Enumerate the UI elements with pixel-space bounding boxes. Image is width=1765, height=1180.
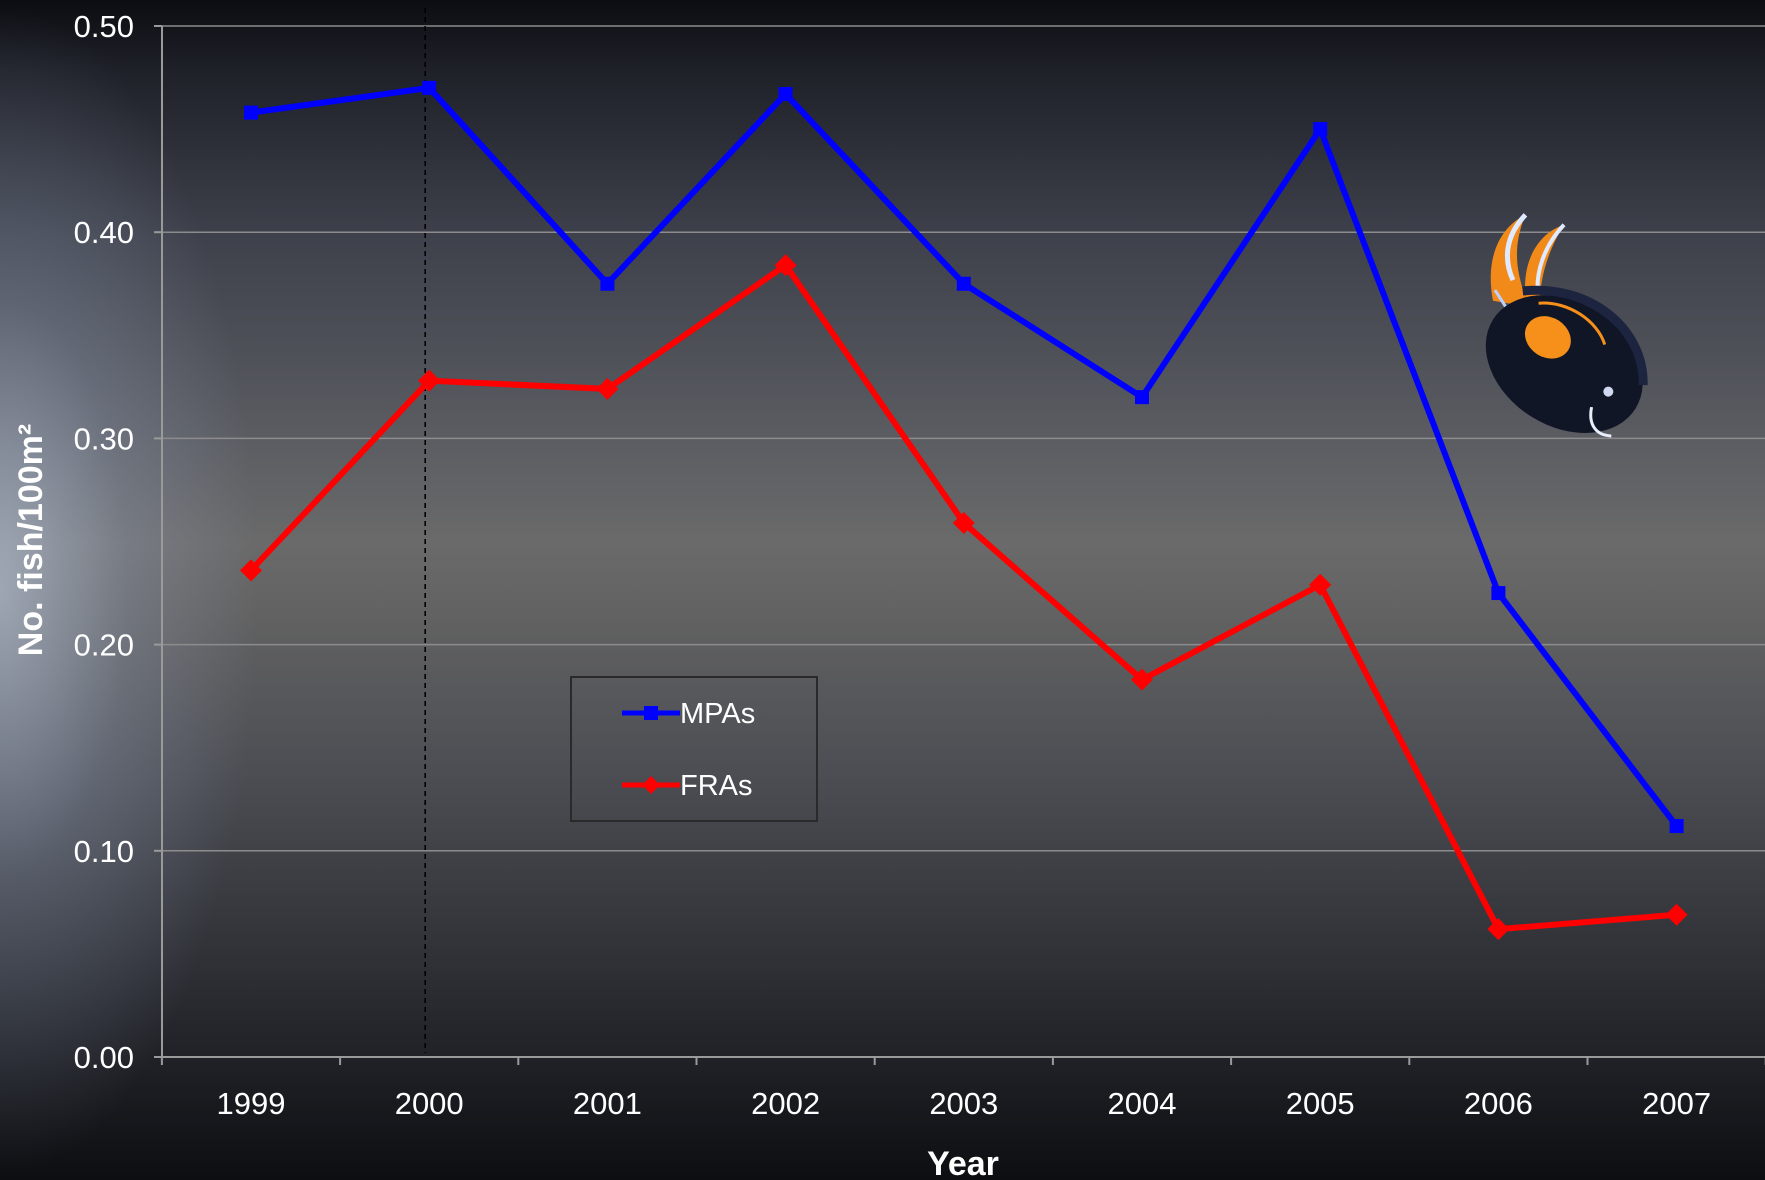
x-tick-label: 2002	[751, 1086, 820, 1121]
data-point-fras	[596, 377, 619, 400]
data-point-mpas	[600, 276, 615, 291]
x-axis-title: Year	[927, 1145, 999, 1180]
data-point-fras	[418, 369, 441, 392]
data-point-mpas	[1491, 586, 1506, 601]
data-point-mpas	[778, 87, 793, 102]
axes	[161, 26, 1765, 1058]
data-point-mpas	[1669, 819, 1684, 834]
x-tick-label: 2001	[573, 1086, 642, 1121]
data-point-fras	[1487, 918, 1510, 941]
y-tick-label: 0.40	[74, 215, 134, 250]
x-tick-label: 2000	[395, 1086, 464, 1121]
legend-box	[570, 676, 818, 822]
data-point-mpas	[1135, 390, 1149, 405]
gridlines	[154, 25, 1765, 1058]
legend: MPAs FRAs	[570, 676, 818, 822]
x-tick-label: 2004	[1108, 1086, 1177, 1121]
x-tick-label: 2006	[1464, 1086, 1533, 1121]
x-tick-label: 2005	[1286, 1086, 1355, 1121]
data-point-mpas	[244, 105, 258, 120]
series-line-fras	[248, 261, 1677, 933]
data-point-fras	[1665, 903, 1688, 926]
y-tick-label: 0.00	[74, 1040, 134, 1075]
x-tick-label: 2007	[1642, 1086, 1711, 1121]
data-point-fras	[240, 559, 262, 582]
y-tick-label: 0.10	[74, 834, 134, 869]
series-mpas	[244, 80, 1684, 834]
data-point-mpas	[1313, 122, 1328, 137]
surgeonfish-icon	[1485, 213, 1648, 438]
data-point-fras	[1309, 573, 1332, 596]
data-point-mpas	[956, 276, 971, 291]
y-axis-title: No. fish/100m²	[12, 424, 50, 656]
x-tick-label: 1999	[217, 1086, 286, 1121]
legend-marker-mpas	[644, 706, 658, 720]
x-tick-labels: 1999 2000 2001 2002 2003 2004 2005 2006 2007	[160, 1057, 1765, 1121]
y-tick-label: 0.20	[74, 628, 134, 663]
y-tick-label: 0.30	[74, 421, 134, 456]
series-fras	[240, 254, 1688, 941]
x-tick-label: 2003	[929, 1086, 998, 1121]
data-point-fras	[952, 511, 975, 534]
series-layer	[240, 80, 1688, 941]
y-tick-labels: 0.00 0.10 0.20 0.30 0.40 0.50	[74, 9, 134, 1075]
data-point-fras	[774, 254, 797, 277]
legend-marker-fras	[642, 776, 660, 794]
data-point-mpas	[422, 80, 437, 95]
legend-label-mpas: MPAs	[680, 698, 755, 730]
data-point-fras	[1131, 668, 1153, 691]
series-line-mpas	[250, 84, 1679, 828]
legend-label-fras: FRAs	[680, 770, 753, 802]
y-tick-label: 0.50	[74, 9, 134, 44]
